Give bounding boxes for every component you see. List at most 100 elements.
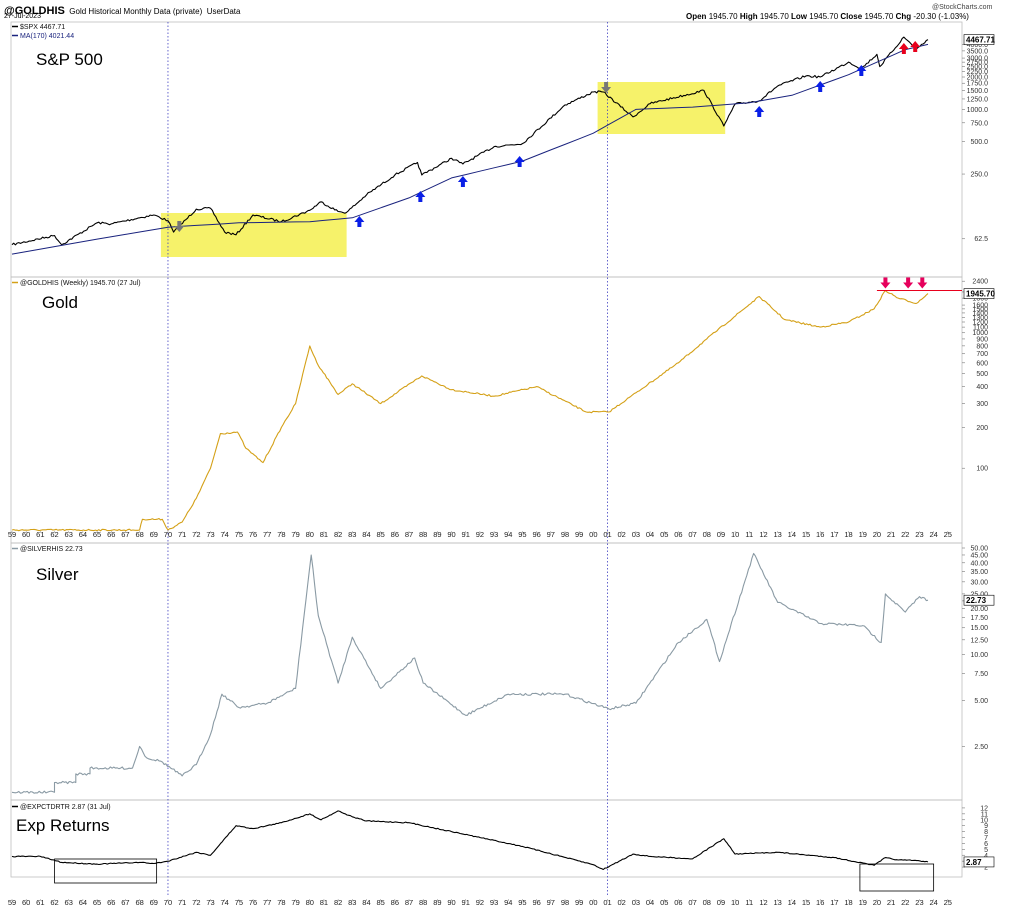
y-tick-label: 1300 [972,315,988,322]
x-tick-label: 59 [8,898,16,907]
close-label: Close [840,12,863,21]
gray-arrow-1 [174,221,185,232]
highlight-box-1 [160,213,347,257]
x-tick-label: 65 [93,898,101,907]
x-tick-label: 84 [362,898,370,907]
y-tick-label: 8 [984,829,988,836]
y-tick-label: 600 [976,360,988,367]
x-tick-label: 59 [8,530,16,539]
open-label: Open [686,12,707,21]
x-tick-label: 74 [221,530,229,539]
x-tick-label: 95 [518,898,526,907]
y-tick-label: 50.00 [970,546,988,553]
y-tick-label: 12 [980,805,988,812]
x-tick-label: 66 [107,898,115,907]
x-tick-label: 86 [391,898,399,907]
x-tick-label: 16 [816,530,824,539]
x-tick-label: 61 [36,530,44,539]
y-axis-1: 4000.03500.03000.02750.02500.02250.02000… [962,34,995,243]
y-tick-label: 400 [976,384,988,391]
last-value-tag [963,594,995,606]
blue-arrow-5 [754,106,765,117]
y-tick-label: 2750.0 [967,60,989,67]
y-tick-label: 750.0 [970,120,988,127]
x-tick-label: 97 [547,530,555,539]
y-tick-label: 500.0 [970,139,988,146]
y-tick-label: 200 [976,425,988,432]
y-axis-2: 2400200018001600150014001300120011001000… [962,279,995,473]
x-tick-label: 92 [476,530,484,539]
high-value: 1945.70 [759,12,789,21]
series-line-silver-1 [11,552,929,794]
x-tick-label: 61 [36,898,44,907]
x-tick-label: 89 [433,530,441,539]
x-tick-label: 05 [660,898,668,907]
x-tick-label: 64 [79,898,87,907]
x-tick-label: 83 [348,898,356,907]
x-tick-label: 70 [164,898,172,907]
y-tick-label: 40.00 [970,560,988,567]
last-value-tag [963,288,995,299]
x-tick-label: 63 [65,530,73,539]
x-tick-label: 65 [93,530,101,539]
y-tick-label: 45.00 [970,552,988,559]
blue-arrow-3 [457,176,468,187]
y-tick-label: 17.50 [970,615,988,622]
brand-watermark: @StockCharts.com [932,4,993,11]
series-line-gold-1 [11,289,929,532]
x-tick-label: 00 [589,530,597,539]
y-tick-label: 1400 [972,310,988,317]
blue-arrow-6 [815,81,826,92]
ohlc-readout: Open 1945.70 High 1945.70 Low 1945.70 Cl… [686,12,969,21]
x-tick-label: 03 [632,530,640,539]
y-tick-label: 9 [984,823,988,830]
chart-date: 27-Jul-2023 [4,13,41,20]
x-tick-label: 11 [745,898,753,907]
legend-entry-3-1: @SILVERHIS 22.73 [20,546,83,553]
x-tick-label: 88 [419,898,427,907]
x-tick-label: 68 [135,530,143,539]
x-tick-label: 08 [703,530,711,539]
y-tick-label: 2.50 [974,744,988,751]
x-tick-label: 77 [263,898,271,907]
x-tick-label: 21 [887,898,895,907]
x-tick-label: 69 [150,530,158,539]
x-tick-label: 81 [320,530,328,539]
last-value-label: 4467.71 [966,36,995,45]
x-tick-label: 14 [788,898,796,907]
y-tick-label: 2000.0 [967,75,989,82]
x-tick-label: 07 [688,898,696,907]
blue-arrow-2 [415,191,426,202]
x-tick-label: 23 [915,530,923,539]
x-tick-label: 90 [447,530,455,539]
x-tick-label: 23 [915,898,923,907]
x-tick-label: 79 [291,530,299,539]
y-tick-label: 1500 [972,306,988,313]
legend-entry-2-1: @GOLDHIS (Weekly) 1945.70 (27 Jul) [20,280,141,287]
x-tick-label: 71 [178,898,186,907]
x-tick-label: 19 [859,898,867,907]
y-tick-label: 1100 [973,325,988,332]
x-tick-label: 15 [802,530,810,539]
x-tick-label: 63 [65,898,73,907]
x-tick-label: 72 [192,898,200,907]
series-line-s-p-500-2 [11,43,929,255]
x-tick-label: 67 [121,530,129,539]
x-tick-label: 83 [348,530,356,539]
last-value-tag [963,34,995,45]
x-tick-label: 11 [745,530,753,539]
x-tick-label: 87 [405,898,413,907]
x-tick-label: 73 [206,530,214,539]
x-tick-label: 12 [759,898,767,907]
x-tick-label: 02 [618,530,626,539]
x-tick-label: 92 [476,898,484,907]
y-tick-label: 1750.0 [967,81,989,88]
red-arrow-2 [910,41,921,52]
y-tick-label: 1000.0 [967,107,989,114]
y-tick-label: 250.0 [970,172,988,179]
x-tick-label: 06 [674,530,682,539]
close-value: 1945.70 [864,12,894,21]
y-tick-label: 1600 [972,303,988,310]
red-arrow-1 [898,43,909,54]
open-value: 1945.70 [708,12,738,21]
